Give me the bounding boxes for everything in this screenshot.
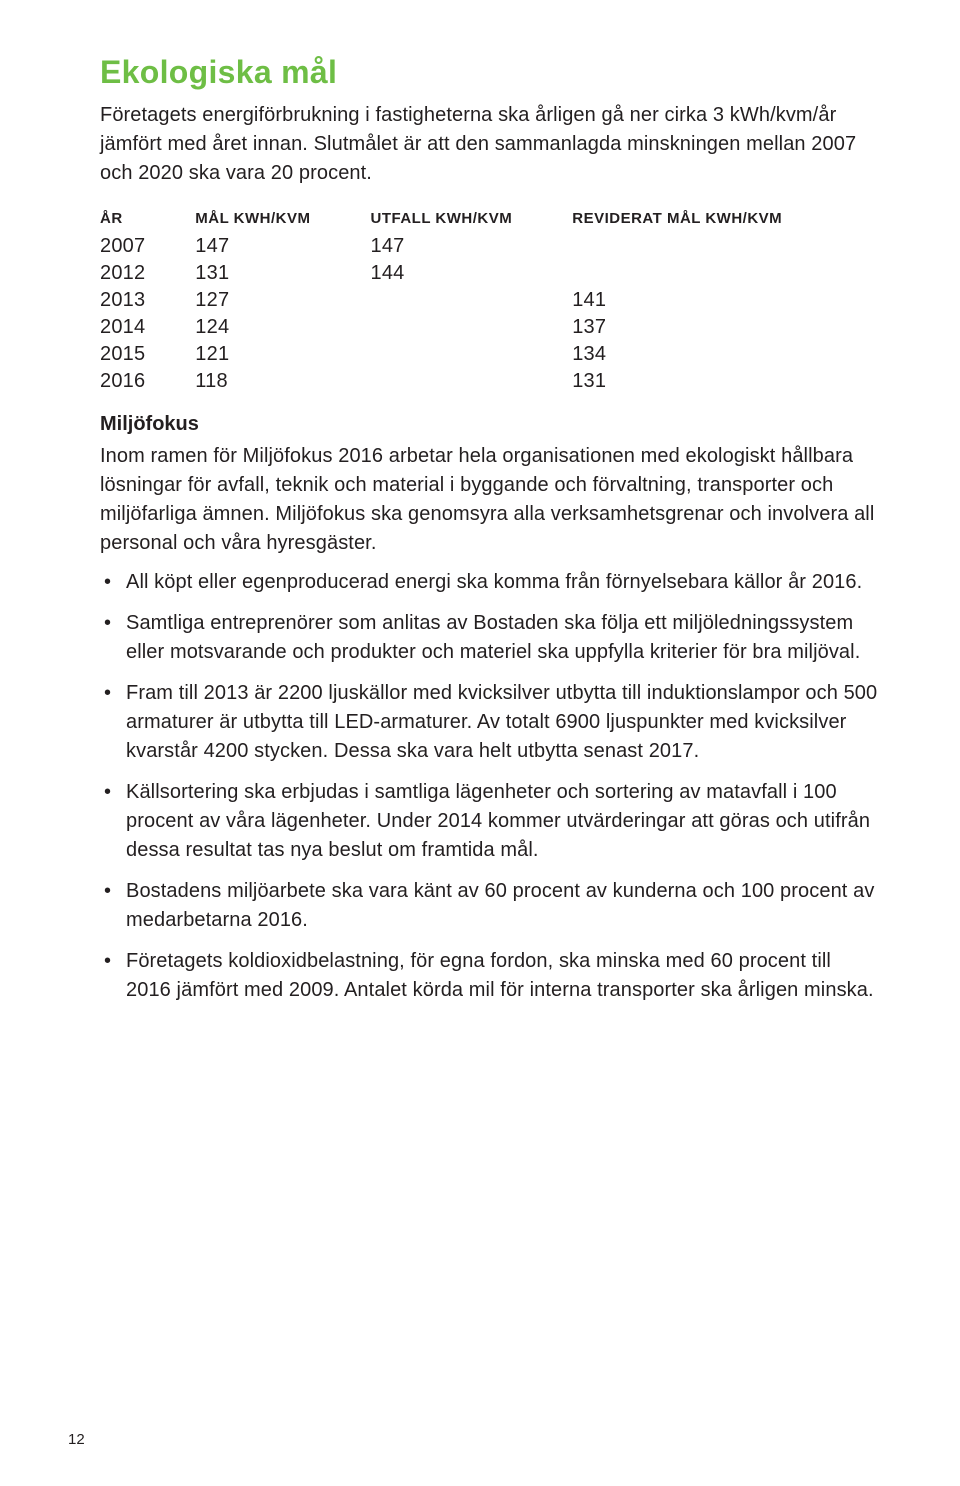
col-revised: REVIDERAT MÅL KWH/KVM — [572, 210, 842, 233]
cell-year: 2012 — [100, 260, 195, 287]
list-item: Bostadens miljöarbete ska vara känt av 6… — [100, 877, 880, 935]
col-outcome: UTFALL KWH/KVM — [371, 210, 573, 233]
cell-outcome: 144 — [371, 260, 573, 287]
cell-year: 2013 — [100, 287, 195, 314]
cell-outcome — [371, 341, 573, 368]
bullet-list: All köpt eller egenproducerad energi ska… — [100, 568, 880, 1005]
cell-target: 147 — [195, 233, 370, 260]
table-header-row: ÅR MÅL KWH/KVM UTFALL KWH/KVM REVIDERAT … — [100, 210, 842, 233]
cell-revised: 137 — [572, 314, 842, 341]
list-item: Samtliga entreprenörer som anlitas av Bo… — [100, 609, 880, 667]
document-page: Ekologiska mål Företagets energiförbrukn… — [0, 0, 960, 1486]
page-number: 12 — [68, 1431, 85, 1448]
col-target: MÅL KWH/KVM — [195, 210, 370, 233]
cell-year: 2007 — [100, 233, 195, 260]
kwh-table: ÅR MÅL KWH/KVM UTFALL KWH/KVM REVIDERAT … — [100, 210, 842, 395]
cell-revised: 141 — [572, 287, 842, 314]
cell-target: 121 — [195, 341, 370, 368]
cell-revised — [572, 233, 842, 260]
cell-outcome — [371, 314, 573, 341]
list-item: All köpt eller egenproducerad energi ska… — [100, 568, 880, 597]
cell-year: 2015 — [100, 341, 195, 368]
cell-year: 2014 — [100, 314, 195, 341]
cell-revised: 131 — [572, 368, 842, 395]
miljofokus-paragraph: Inom ramen för Miljöfokus 2016 arbetar h… — [100, 442, 880, 558]
cell-outcome — [371, 368, 573, 395]
list-item: Företagets koldioxidbelastning, för egna… — [100, 947, 880, 1005]
cell-target: 118 — [195, 368, 370, 395]
cell-target: 127 — [195, 287, 370, 314]
cell-target: 131 — [195, 260, 370, 287]
intro-paragraph: Företagets energiförbrukning i fastighet… — [100, 101, 880, 188]
table-row: 2014 124 137 — [100, 314, 842, 341]
page-title: Ekologiska mål — [100, 54, 880, 91]
cell-outcome: 147 — [371, 233, 573, 260]
miljofokus-heading: Miljöfokus — [100, 413, 880, 436]
table-row: 2013 127 141 — [100, 287, 842, 314]
table-row: 2016 118 131 — [100, 368, 842, 395]
list-item: Fram till 2013 är 2200 ljuskällor med kv… — [100, 679, 880, 766]
cell-outcome — [371, 287, 573, 314]
table-row: 2015 121 134 — [100, 341, 842, 368]
cell-year: 2016 — [100, 368, 195, 395]
col-year: ÅR — [100, 210, 195, 233]
list-item: Källsortering ska erbjudas i samtliga lä… — [100, 778, 880, 865]
table-row: 2007 147 147 — [100, 233, 842, 260]
cell-revised — [572, 260, 842, 287]
table-row: 2012 131 144 — [100, 260, 842, 287]
cell-revised: 134 — [572, 341, 842, 368]
cell-target: 124 — [195, 314, 370, 341]
